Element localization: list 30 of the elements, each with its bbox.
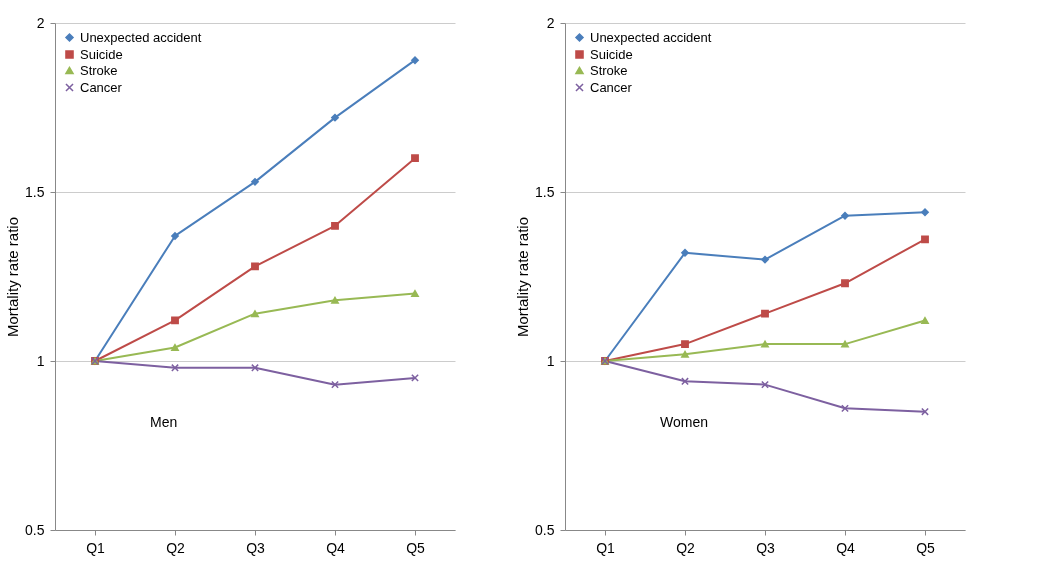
x-tick-label: Q2 <box>676 539 696 556</box>
y-tick-label: 0.5 <box>535 521 555 538</box>
x-tick-label: Q1 <box>86 539 106 556</box>
legend-label: Suicide <box>590 46 633 62</box>
legend-label: Stroke <box>590 62 628 78</box>
annotation: Men <box>150 414 178 430</box>
y-tick-label: 2 <box>546 14 555 31</box>
y-tick-label: 1 <box>546 352 555 369</box>
x-tick-label: Q3 <box>756 539 776 556</box>
y-axis-title: Mortality rate ratio <box>514 216 532 338</box>
legend-label: Unexpected accident <box>80 29 202 45</box>
y-axis-title: Mortality rate ratio <box>4 216 22 338</box>
x-tick-label: Q4 <box>326 539 346 556</box>
legend-label: Cancer <box>80 79 123 95</box>
annotation: Women <box>660 414 708 430</box>
x-tick-label: Q4 <box>836 539 856 556</box>
y-tick-label: 2 <box>36 14 45 31</box>
y-tick-label: 1.5 <box>25 183 45 200</box>
legend-label: Suicide <box>80 46 123 62</box>
legend-label: Unexpected accident <box>590 29 712 45</box>
x-tick-label: Q1 <box>596 539 616 556</box>
legend-label: Cancer <box>590 79 633 95</box>
y-tick-label: 0.5 <box>25 521 45 538</box>
x-tick-label: Q5 <box>406 539 426 556</box>
x-tick-label: Q3 <box>246 539 266 556</box>
y-tick-label: 1 <box>36 352 45 369</box>
x-tick-label: Q5 <box>916 539 936 556</box>
legend-label: Stroke <box>80 62 118 78</box>
y-tick-label: 1.5 <box>535 183 555 200</box>
x-tick-label: Q2 <box>166 539 186 556</box>
